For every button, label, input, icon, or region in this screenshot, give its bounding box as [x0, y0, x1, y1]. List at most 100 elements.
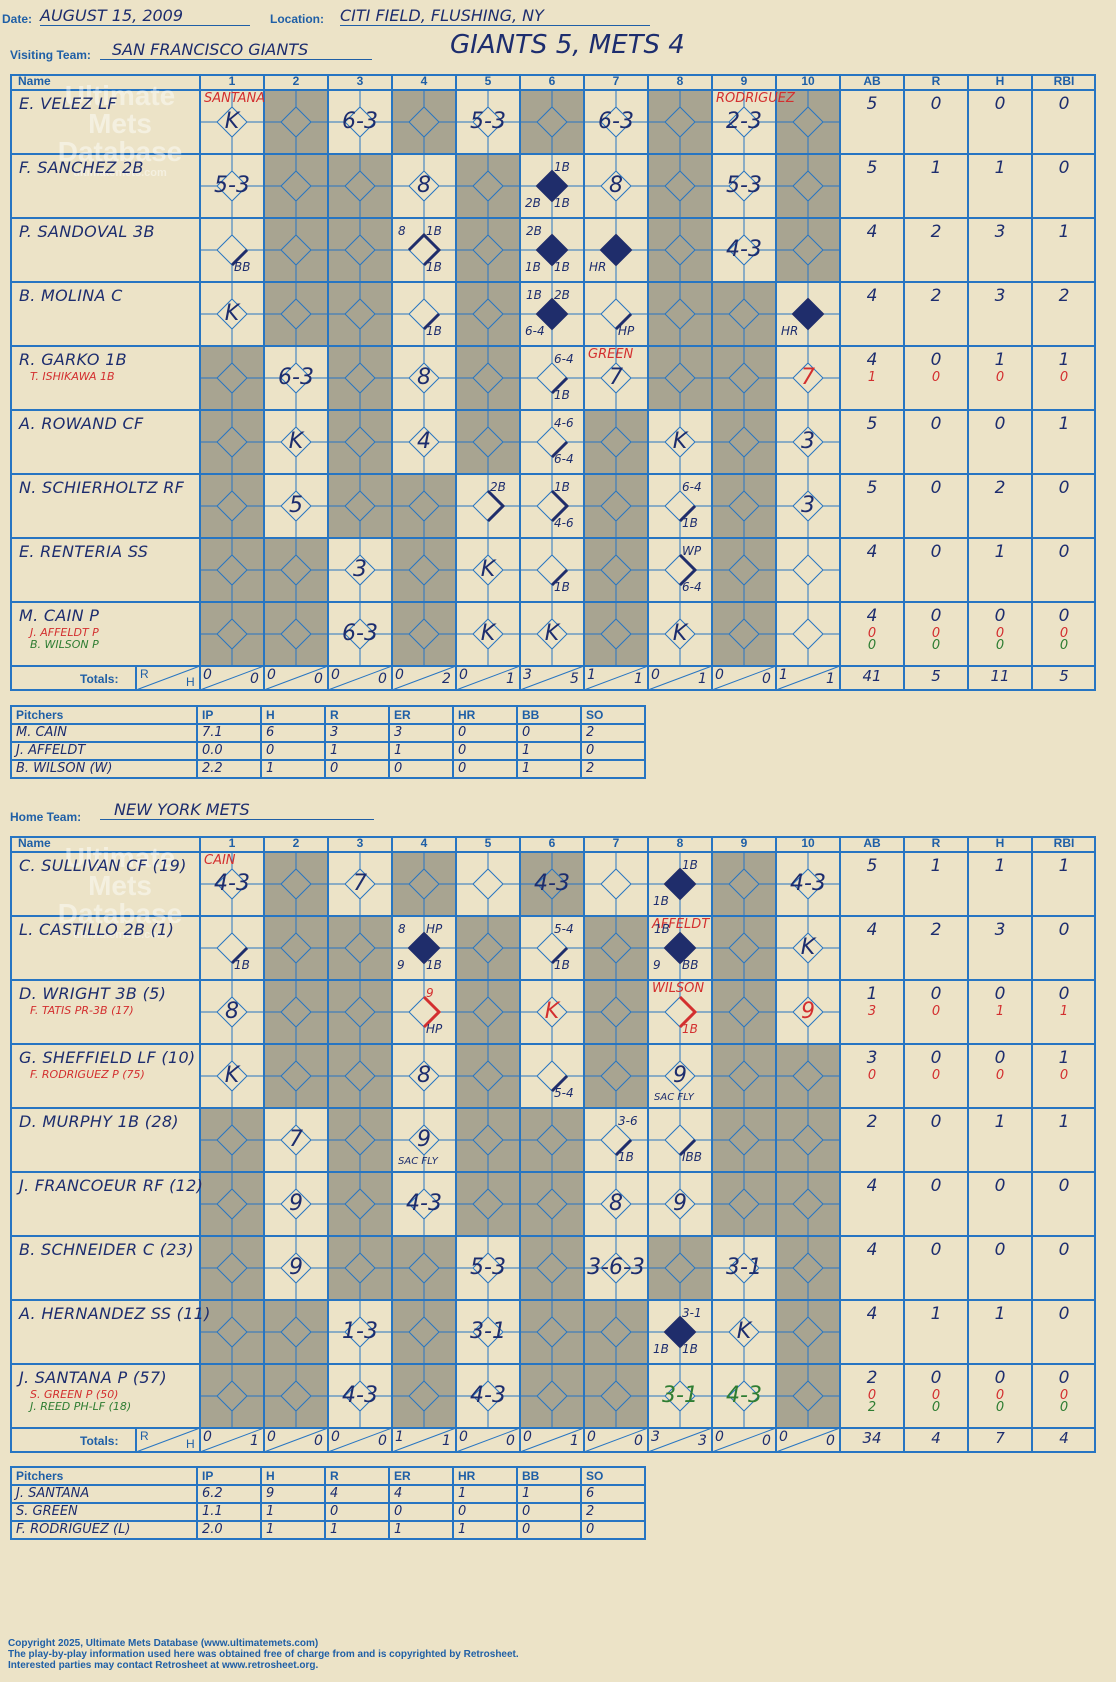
inning-hits: 5: [570, 671, 579, 687]
pitching-stat: 7.1: [196, 723, 262, 743]
play-note: 6-4: [682, 480, 702, 494]
sub-stat-rbi: 0: [1059, 370, 1069, 385]
stat-rbi: 2: [1058, 286, 1070, 306]
pitching-stat: 2: [580, 759, 646, 779]
pitching-stat: 2: [580, 1502, 646, 1522]
sub-stat-ab: 2: [867, 1400, 877, 1415]
inning-header-10: 10: [801, 74, 815, 88]
visiting-team-value: SAN FRANCISCO GIANTS: [100, 40, 372, 60]
inning-runs: 0: [523, 1429, 532, 1445]
play-note: 2B: [526, 224, 542, 238]
play-note: 8: [398, 224, 406, 238]
play-result: 3-1: [470, 1319, 506, 1344]
pitcher-name: M. CAIN: [10, 723, 198, 743]
pitching-col-er: ER: [388, 705, 454, 725]
stat-ab: 3: [866, 1048, 878, 1068]
player-name: B. SCHNEIDER C (23): [19, 1240, 194, 1259]
total-h: 7: [995, 1429, 1005, 1447]
inning-runs: 3: [523, 667, 532, 683]
visitor-pitching-table: Pitchers IP H R ER HR BB SO M. CAIN 7.1 6 3 3 0 0 2 J. A…: [10, 705, 646, 779]
play-result: K: [480, 621, 496, 646]
play-note: 2B: [490, 480, 506, 494]
sub-stat-h: 0: [995, 1068, 1005, 1083]
play-note: 6-4: [682, 580, 702, 594]
play-note: BB: [682, 958, 699, 972]
sub-stat-r: 0: [931, 1068, 941, 1083]
play-result: K: [672, 429, 688, 454]
substitute-name: B. WILSON P: [30, 638, 99, 651]
pitching-stat: 0: [516, 723, 582, 743]
stat-h: 0: [994, 414, 1006, 434]
play-note: IBB: [682, 1150, 703, 1164]
pitching-col-ip: IP: [196, 705, 262, 725]
scoresheet-grid: [10, 836, 1096, 1453]
play-note: SAC FLY: [654, 1092, 694, 1103]
stat-ab: 5: [866, 856, 878, 876]
play-note: SAC FLY: [398, 1156, 438, 1167]
watermark-line: Database: [57, 898, 183, 929]
player-name: G. SHEFFIELD LF (10): [19, 1048, 196, 1067]
player-name: C. SULLIVAN CF (19): [19, 856, 187, 875]
total-h: 11: [990, 667, 1010, 685]
play-note: 1B: [653, 894, 669, 908]
pitching-stat: 3: [324, 723, 390, 743]
sub-stat-ab: 1: [867, 370, 877, 385]
inning-runs: 0: [203, 1429, 212, 1445]
stat-r: 1: [930, 856, 942, 876]
player-name: F. SANCHEZ 2B: [19, 158, 144, 177]
inning-header-8: 8: [676, 74, 684, 88]
stat-r: 2: [930, 920, 942, 940]
inning-hits: 0: [250, 671, 259, 687]
play-result: 3-1: [726, 1255, 762, 1280]
inning-runs: 0: [715, 1429, 724, 1445]
inning-hits: 1: [698, 671, 707, 687]
player-name: A. HERNANDEZ SS (11): [19, 1304, 211, 1323]
pitching-stat: 1: [516, 741, 582, 761]
scoresheet-grid: [10, 74, 1096, 691]
inning-hits: 1: [826, 671, 835, 687]
footer-retrosheet: The play-by-play information used here w…: [8, 1649, 519, 1660]
name-column-header: Name: [18, 74, 51, 88]
stat-ab: 5: [866, 414, 878, 434]
play-note: WP: [682, 544, 702, 558]
play-result: 3-6-3: [587, 1255, 645, 1280]
pitcher-name: B. WILSON (W): [10, 759, 198, 779]
footer-copyright: Copyright 2025, Ultimate Mets Database (…: [8, 1638, 319, 1649]
inning-header-2: 2: [292, 74, 300, 88]
pitcher-row: B. WILSON (W) 2.2 1 0 0 0 1 2: [10, 759, 646, 779]
play-note: 1B: [525, 260, 541, 274]
sub-stat-h: 0: [995, 1400, 1005, 1415]
watermark-url: ultimatemets.com: [73, 929, 167, 941]
pitching-stat: 0: [580, 741, 646, 761]
home-pitching-table: Pitchers IP H R ER HR BB SO J. SANTANA 6.2 9 4 4 1 1 6 S…: [10, 1466, 646, 1540]
play-result: 8: [417, 173, 431, 198]
sub-stat-h: 0: [995, 638, 1005, 653]
play-result: 4-3: [790, 871, 826, 896]
play-note: 1B: [653, 1342, 669, 1356]
play-note: HP: [426, 1022, 443, 1036]
stat-h: 0: [994, 94, 1006, 114]
inning-header-6: 6: [548, 74, 556, 88]
watermark-line: Database: [57, 136, 183, 167]
play-result: 5-3: [214, 173, 250, 198]
play-result: 4-3: [726, 1383, 762, 1408]
pitching-stat: 4: [324, 1484, 390, 1504]
watermark-url: ultimatemets.com: [73, 167, 167, 179]
inning-runs: 1: [587, 667, 596, 683]
sub-stat-r: 0: [931, 1400, 941, 1415]
play-note: BB: [234, 260, 251, 274]
inning-runs: 0: [779, 1429, 788, 1445]
play-note: 1B: [554, 388, 570, 402]
play-note: 1B: [426, 224, 442, 238]
play-note: 6-4: [554, 452, 574, 466]
stat-r: 0: [930, 414, 942, 434]
stat-ab: 5: [866, 94, 878, 114]
sub-stat-rbi: 0: [1059, 626, 1069, 641]
substitute-name: F. RODRIGUEZ P (75): [30, 1068, 145, 1081]
pitching-stat: 0: [324, 759, 390, 779]
play-note: HR: [589, 260, 607, 274]
play-note: 1B: [554, 196, 570, 210]
player-name: A. ROWAND CF: [19, 414, 144, 433]
stat-header-ab: AB: [863, 74, 881, 88]
stat-rbi: 1: [1058, 414, 1070, 434]
